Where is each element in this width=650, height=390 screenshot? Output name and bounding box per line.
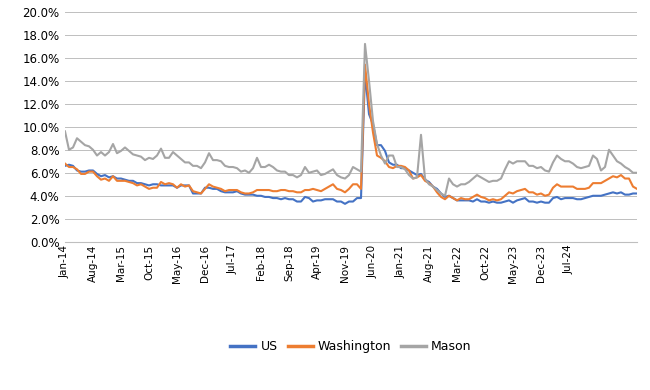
Washington [101,176,109,181]
Legend: US, Washington, Mason: US, Washington, Mason [226,335,476,358]
US [361,70,369,75]
Washington [237,190,245,195]
Washington [453,198,461,203]
US [101,173,109,177]
Washington [61,161,69,166]
Washington [361,62,369,67]
Mason [237,169,245,174]
Mason [529,163,537,168]
Mason [361,42,369,46]
Mason [633,170,641,175]
Washington [145,186,153,191]
Mason [441,193,449,198]
US [341,202,349,206]
Line: US: US [65,73,637,204]
US [633,191,641,196]
Line: Washington: Washington [65,65,637,200]
US [537,199,545,204]
Washington [529,190,537,195]
Washington [633,186,641,191]
Mason [477,175,485,180]
US [61,163,69,168]
Washington [537,191,545,196]
Mason [145,156,153,160]
US [477,199,485,204]
Mason [101,153,109,158]
US [529,199,537,204]
US [237,191,245,196]
Washington [477,195,485,199]
US [145,183,153,188]
Line: Mason: Mason [65,44,637,196]
Mason [61,129,69,134]
Mason [537,165,545,169]
